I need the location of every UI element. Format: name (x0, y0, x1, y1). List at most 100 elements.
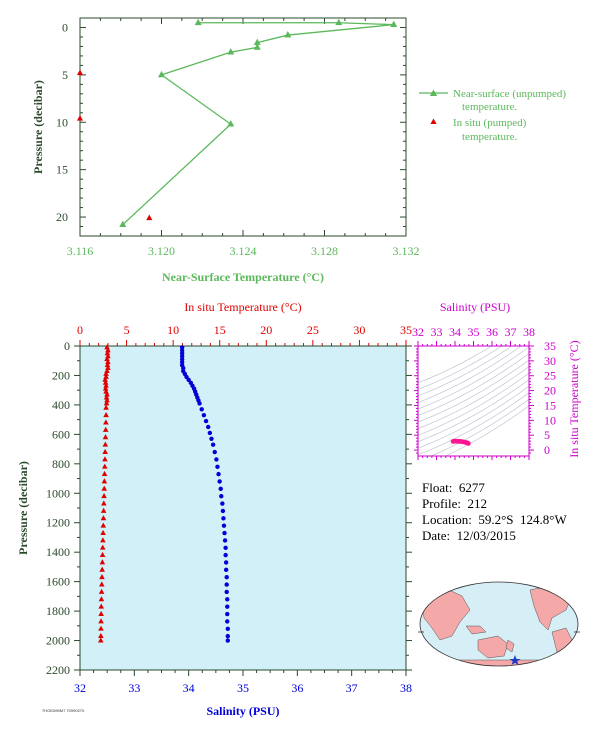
near-surface-legend: Near-surface (unpumped) temperature. In … (419, 88, 566, 143)
salinity-point (221, 523, 227, 528)
salinity-tick-label: 38 (400, 681, 412, 695)
temperature-point (102, 376, 108, 382)
float-id: Float: 6277 (422, 480, 485, 495)
pressure-tick-label: 1000 (46, 486, 70, 500)
temperature-tick-label: 0 (77, 323, 83, 337)
temperature-point (100, 529, 106, 535)
unpumped-point (119, 220, 127, 228)
pumped-point (146, 214, 153, 221)
temperature-point (98, 632, 104, 639)
temperature-point (102, 379, 109, 385)
ts-temperature-tick-label: 15 (544, 398, 556, 412)
temperature-point (105, 347, 111, 353)
salinity-tick-label: 37 (346, 681, 358, 695)
salinity-point (220, 508, 226, 514)
pumped-point (76, 114, 84, 121)
profile-temperature-markers (97, 344, 111, 643)
temperature-point (99, 551, 106, 558)
density-isoline (418, 372, 529, 436)
ts-salinity-tick-label: 37 (505, 325, 517, 339)
unpumped-temperature-line (122, 22, 394, 226)
ts-temperature-tick-label: 25 (544, 369, 556, 383)
density-isoline (418, 346, 493, 384)
temperature-tick-label: 15 (214, 323, 226, 337)
salinity-point (217, 479, 222, 484)
salinity-tick-label: 34 (183, 681, 195, 695)
profile-number: Profile: 212 (422, 496, 487, 511)
legend-pumped-label-1: In situ (pumped) (453, 117, 527, 129)
temperature-tick-label: 5 (124, 323, 130, 337)
near-surface-x-tick-labels: 3.116 3.120 3.124 3.128 3.132 (67, 244, 420, 258)
ts-temperature-tick-label: 30 (544, 354, 556, 368)
float-location-marker (509, 655, 521, 665)
temperature-point (100, 522, 107, 528)
temperature-point (101, 493, 107, 499)
unpumped-point (253, 43, 261, 50)
temperature-point (99, 574, 105, 580)
salinity-point (224, 582, 229, 587)
profile-frame (79, 345, 407, 671)
temperature-point (102, 434, 109, 440)
salinity-point (216, 471, 221, 477)
unpumped-point (390, 20, 398, 28)
unpumped-point (158, 70, 165, 78)
map-outline (419, 581, 579, 667)
pressure-tick-label: 0 (64, 339, 70, 353)
temperature-point (98, 596, 105, 602)
salinity-point (210, 442, 216, 447)
ts-salinity-axis-title: Salinity (PSU) (440, 300, 510, 314)
temperature-point (101, 478, 108, 484)
temperature-tick-label: 10 (167, 323, 179, 337)
near-surface-frame (79, 17, 407, 237)
temperature-point (104, 350, 111, 356)
profile-temperature-tick-labels: 0 5 10 15 20 25 30 35 (77, 323, 412, 337)
density-isoline (430, 399, 529, 456)
near-surface-panel: 3.116 3.120 3.124 3.128 3.132 0 5 10 15 20 Near-… (31, 17, 420, 284)
land-new-zealand (505, 639, 515, 653)
unpumped-point (335, 18, 343, 26)
salinity-point (219, 494, 224, 499)
temperature-tick-label: 30 (353, 323, 365, 337)
pressure-tick-label: 1200 (46, 516, 70, 530)
density-isoline (418, 353, 529, 416)
ts-salinity-tick-labels: 32 33 34 35 36 37 38 (412, 325, 535, 339)
temperature-point (99, 566, 105, 572)
density-isoline (418, 379, 529, 443)
salinity-point (214, 457, 219, 462)
salinity-point (209, 436, 214, 441)
salinity-point (203, 418, 209, 424)
density-isoline (418, 346, 529, 410)
profile-pressure-axis-title: Pressure (decibar) (16, 461, 30, 555)
profile-pressure-tick-labels: 0 200 400 600 800 1000 1200 1400 1600 1800 2000 220… (46, 339, 70, 677)
ts-salinity-tick-label: 34 (449, 325, 461, 339)
temperature-point (105, 359, 111, 365)
salinity-point (207, 430, 213, 436)
y-tick-label: 0 (62, 20, 68, 34)
salinity-point (212, 449, 217, 455)
temperature-point (97, 637, 104, 643)
salinity-point (220, 501, 225, 506)
pressure-tick-label: 2000 (46, 634, 70, 648)
density-isoline (418, 366, 529, 429)
salinity-point (223, 552, 228, 558)
salinity-point (223, 560, 229, 565)
salinity-point (225, 611, 230, 617)
legend-unpumped-label-2: temperature. (462, 101, 518, 113)
temperature-point (103, 419, 109, 425)
salinity-point (225, 604, 230, 609)
legend-unpumped-label-1: Near-surface (unpumped) (453, 88, 566, 100)
salinity-point (223, 567, 229, 573)
profile-salinity-markers (179, 345, 230, 643)
temperature-point (104, 391, 110, 397)
ts-point (465, 441, 471, 446)
legend-unpumped-marker (429, 89, 438, 96)
pressure-tick-label: 200 (52, 368, 70, 382)
y-tick-label: 5 (62, 68, 68, 82)
x-tick-label: 3.132 (393, 244, 420, 258)
temperature-point (101, 470, 108, 477)
temperature-point (101, 500, 107, 506)
salinity-point (222, 530, 227, 536)
unpumped-point (284, 31, 292, 38)
